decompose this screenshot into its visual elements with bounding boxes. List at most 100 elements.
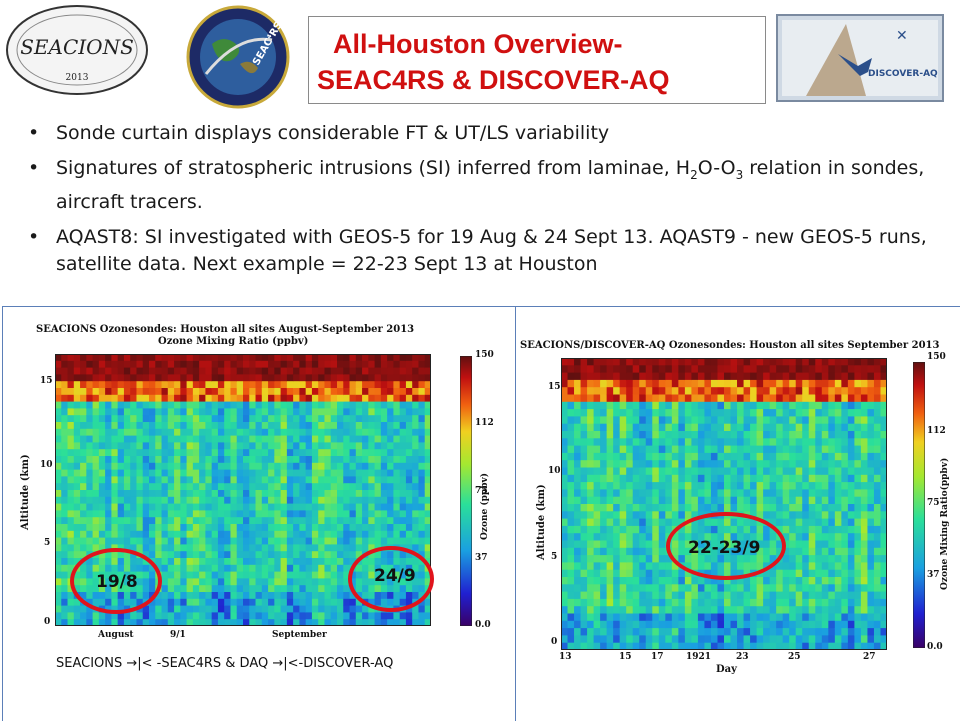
curtain-cell [149, 619, 156, 626]
curtain-cell [678, 409, 686, 417]
curtain-cell [205, 612, 213, 620]
curtain-cell [236, 496, 244, 505]
curtain-cell [255, 394, 263, 403]
curtain-cell [580, 606, 588, 615]
curtain-cell [710, 591, 719, 600]
curtain-cell [230, 578, 238, 586]
curtain-cell [873, 482, 882, 490]
curtain-cell [293, 578, 300, 586]
curtain-cell [136, 449, 144, 457]
curtain-cell [671, 496, 679, 505]
curtain-cell [574, 409, 582, 417]
curtain-cell [808, 394, 816, 403]
curtain-cell [243, 394, 250, 403]
curtain-cell [613, 628, 621, 636]
curtain-cell [424, 490, 431, 498]
curtain-cell [362, 401, 369, 409]
curtain-cell [192, 510, 200, 518]
curtain-cell [730, 584, 738, 593]
curtain-cell [632, 555, 640, 563]
curtain-cell [691, 511, 699, 520]
curtain-cell [393, 374, 401, 382]
curtain-cell [211, 401, 219, 409]
curtain-cell [652, 489, 660, 498]
curtain-cell [343, 442, 351, 450]
curtain-cell [174, 428, 181, 437]
curtain-cell [717, 467, 725, 476]
curtain-cell [130, 537, 138, 545]
curtain-cell [619, 511, 627, 520]
curtain-cell [399, 435, 407, 443]
curtain-cell [600, 372, 608, 381]
curtain-cell [574, 482, 582, 490]
curtain-cell [665, 569, 673, 578]
curtain-cell [393, 490, 401, 498]
curtain-cell [834, 474, 842, 483]
curtain-cell [639, 372, 647, 381]
curtain-cell [750, 613, 758, 622]
curtain-cell [393, 483, 401, 491]
curtain-cell [149, 360, 156, 369]
curtain-cell [847, 409, 855, 417]
curtain-cell [424, 462, 431, 471]
curtain-cell [355, 388, 363, 396]
curtain-cell [299, 564, 307, 573]
curtain-cell [795, 358, 803, 366]
curtain-cell [67, 435, 75, 443]
curtain-cell [593, 525, 601, 534]
curtain-cell [561, 489, 569, 498]
curtain-cell [293, 490, 300, 498]
curtain-cell [561, 365, 569, 374]
curtain-cell [349, 544, 357, 552]
curtain-cell [180, 367, 188, 375]
curtain-cell [86, 612, 94, 620]
curtain-cell [704, 379, 712, 388]
curtain-cell [821, 540, 829, 549]
curtain-cell [174, 558, 181, 566]
curtain-cell [249, 612, 257, 620]
curtain-cell [117, 456, 125, 464]
curtain-cell [737, 401, 745, 410]
curtain-cell [613, 584, 621, 593]
curtain-cell [802, 474, 810, 483]
curtain-cell [268, 496, 275, 505]
curtain-cell [567, 540, 575, 549]
curtain-cell [847, 401, 855, 410]
curtain-cell [750, 628, 758, 636]
curtain-cell [92, 449, 100, 457]
curtain-cell [678, 489, 686, 498]
curtain-cell [243, 360, 250, 369]
curtain-cell [704, 620, 712, 629]
curtain-cell [841, 423, 849, 432]
seacions-logo-text: SEACIONS [20, 35, 134, 59]
curtain-cell [155, 490, 163, 498]
curtain-cell [424, 598, 431, 607]
curtain-cell [343, 354, 351, 362]
curtain-cell [795, 511, 803, 520]
curtain-cell [92, 524, 100, 532]
curtain-cell [600, 540, 608, 549]
curtain-cell [105, 442, 112, 450]
curtain-cell [374, 490, 382, 498]
curtain-cell [639, 562, 647, 571]
curtain-cell [299, 483, 307, 491]
curtain-cell [274, 408, 282, 416]
curtain-cell [782, 445, 790, 454]
curtain-cell [305, 367, 313, 375]
curtain-cell [593, 518, 601, 527]
curtain-cell [55, 360, 62, 369]
curtain-cell [854, 533, 862, 542]
curtain-cell [684, 598, 692, 607]
curtain-cell [574, 438, 582, 447]
curtain-cell [61, 510, 69, 518]
curtain-cell [808, 635, 816, 644]
curtain-cell [280, 428, 288, 437]
curtain-cell [606, 496, 614, 505]
curtain-cell [841, 620, 849, 629]
curtain-cell [318, 415, 326, 423]
curtain-cell [255, 585, 263, 593]
curtain-cell [217, 435, 225, 443]
curtain-cell [658, 445, 666, 454]
curtain-cell [255, 401, 263, 409]
curtain-cell [274, 524, 282, 532]
